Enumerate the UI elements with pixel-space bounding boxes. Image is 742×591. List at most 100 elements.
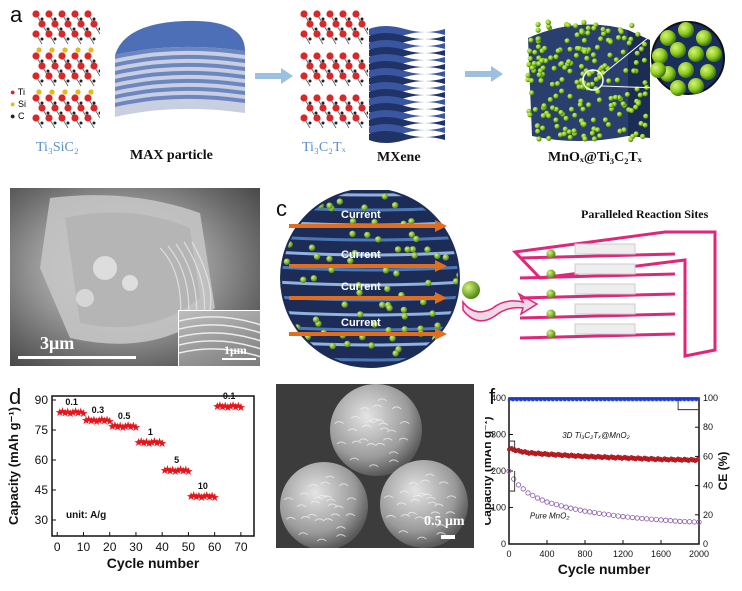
data-point-star: ★ [136,436,146,448]
pure-mno2-point [653,516,659,523]
c-atom [72,27,76,31]
ce-point [612,397,616,401]
c-atom [85,27,89,31]
pure-mno2-point [601,511,607,517]
ti-atom [326,30,334,38]
si-dot-icon: ● [10,99,16,109]
legend-ti-label: Ti [17,87,25,97]
c-atom [347,17,351,21]
ti-atom [345,104,353,112]
pure-mno2-point [682,518,688,525]
c-atom [360,121,364,125]
ce-point [568,397,572,401]
ti-atom [45,52,53,60]
ce-point [572,397,576,401]
pure-mno2-point [534,495,541,501]
c-atom [334,17,338,21]
c-atom [366,27,368,31]
ce-point [655,398,658,402]
c-atom [53,79,57,83]
data-point-star: ★ [102,415,112,427]
ti-atom [71,52,79,60]
ce-point [660,397,664,401]
ce-point [648,397,652,401]
pure-mno2-point [629,514,636,521]
ce-point [620,397,624,401]
c-atom [40,121,44,125]
ce-point [618,398,621,401]
ce-point [630,398,633,401]
ti-atom [84,72,92,80]
ce-point [517,397,520,401]
ce-point [600,397,604,401]
ce-point [666,398,669,401]
si-atom [62,47,68,53]
c-atom [40,59,44,63]
ti-atom [51,20,59,28]
ti-atom [32,72,40,80]
ce-point [558,398,561,401]
ti-atom [58,10,66,18]
ce-point [680,397,684,401]
c-atom [46,27,50,31]
ce-point [571,398,575,402]
max-formula: Ti₃SiC₂ [36,140,79,155]
c-atom [66,79,70,83]
composite-illustration [525,19,725,142]
ce-point [534,398,537,401]
x-tick-label: 20 [103,540,117,554]
mxene-caption: MXene [377,150,421,165]
data-point-star: ★ [194,491,204,503]
legend-c: ● C [10,111,24,121]
reaction-slab [574,323,636,335]
c-atom [353,111,357,115]
ce-point [623,398,626,402]
ce-point [590,398,593,401]
ti-atom [300,94,308,102]
si-atom [49,89,55,95]
ce-point [538,398,541,401]
data-point-star: ★ [225,401,235,413]
ce-point [604,397,608,401]
ce-point [535,398,539,402]
data-point-star: ★ [79,408,89,420]
data-point-star: ★ [197,492,207,504]
c-atom [353,27,357,31]
c-atom [98,69,100,73]
ti-atom [64,104,72,112]
ti-atom [77,20,85,28]
data-point-star: ★ [223,402,233,414]
ce-point [575,398,579,402]
si-atom [88,89,94,95]
ti-atom [313,52,321,60]
left-axis-pointer-2 [509,471,516,492]
c-atom [314,111,318,115]
y2-tick-label: 100 [703,393,718,403]
composite-capacity-point [695,456,700,461]
microsphere [280,462,368,548]
ti-atom [332,104,340,112]
data-point-star: ★ [207,491,217,503]
ce-point [679,398,682,402]
data-point-star: ★ [131,422,141,434]
ce-point [644,397,648,401]
rate-label: 0.3 [92,405,105,415]
data-point-star: ★ [100,415,110,427]
data-point-star: ★ [157,438,167,450]
c-atom [321,17,325,21]
ce-point [527,398,531,402]
y2-tick-label: 60 [703,451,713,461]
ti-atom [358,104,366,112]
mnox-sphere [696,30,712,46]
data-point-star: ★ [115,421,125,433]
ti-atom [45,30,53,38]
c-atom [92,101,96,105]
y-tick-label: 100 [491,503,506,513]
panel-d-chart: d 0 10 20 30 40 50 60 70 30 45 60 75 90 Cycle number C… [6,384,255,571]
y-tick-label: 75 [35,423,49,437]
ce-point [553,397,556,401]
ce-point [692,397,696,401]
data-point-star: ★ [220,401,230,413]
data-point-star: ★ [144,438,154,450]
ti-atom [77,62,85,70]
